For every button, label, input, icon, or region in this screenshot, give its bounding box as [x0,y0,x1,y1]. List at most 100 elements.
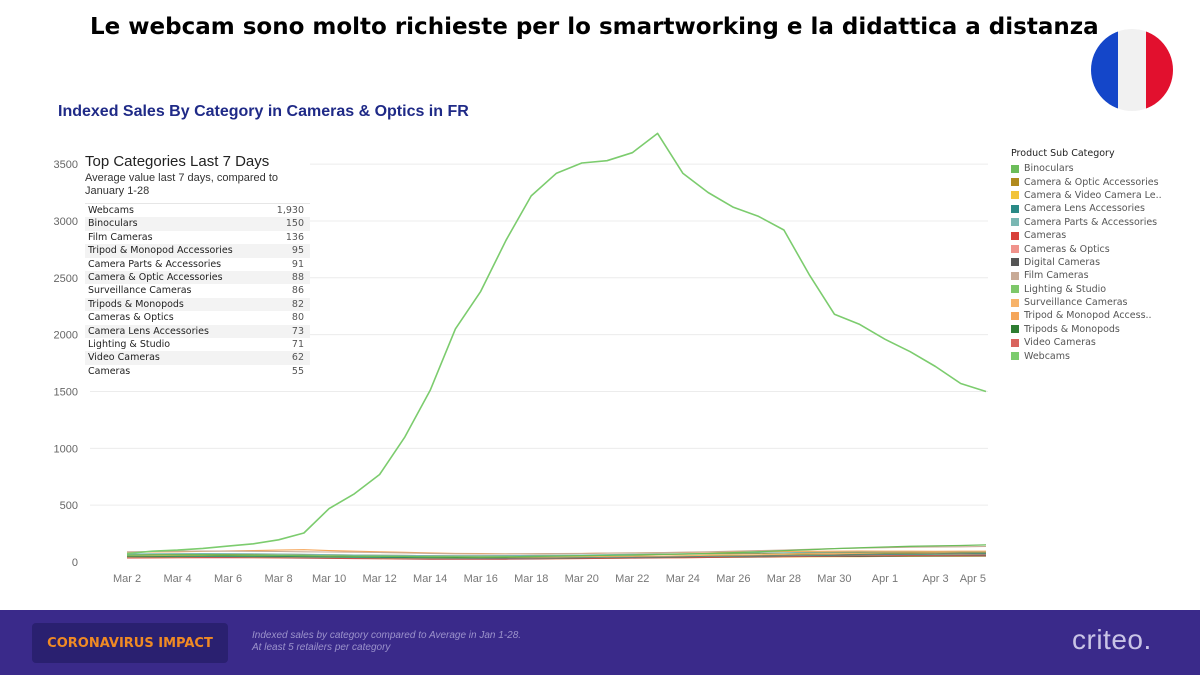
top-category-name: Camera Lens Accessories [88,325,209,337]
x-tick-label: Mar 6 [214,573,242,585]
legend-item[interactable]: Surveillance Cameras [1011,296,1162,309]
x-tick-label: Mar 22 [615,573,649,585]
top-category-value: 95 [291,245,304,257]
top-category-row: Webcams 1,930 [85,204,310,217]
top-category-row: Camera Parts & Accessories 91 [85,258,310,271]
legend-label: Camera & Optic Accessories [1024,176,1159,188]
top-category-value: 150 [285,218,304,230]
y-tick-label: 0 [72,557,78,569]
legend-item[interactable]: Camera & Video Camera Le.. [1011,189,1162,202]
legend-label: Digital Cameras [1024,256,1101,268]
series-line-webcams [126,132,987,555]
legend-swatch [1011,285,1019,294]
x-tick-label: Mar 2 [113,573,141,585]
legend-item[interactable]: Camera Lens Accessories [1011,202,1162,215]
x-tick-label: Mar 20 [565,573,599,585]
top-category-row: Tripods & Monopods 82 [85,297,310,312]
flag-stripe-blue [1091,29,1119,111]
y-tick-label: 2000 [54,330,78,342]
series-line-camera-lens-accessories [126,553,987,559]
top-categories-panel: Top Categories Last 7 Days Average value… [85,152,310,379]
legend-item[interactable]: Binoculars [1011,162,1162,175]
legend-swatch [1011,218,1019,227]
top-category-value: 62 [291,352,304,364]
top-category-row: Video Cameras 62 [85,351,310,365]
x-tick-label: Apr 3 [922,573,948,585]
top-category-name: Binoculars [88,218,138,230]
legend-items: Binoculars Camera & Optic Accessories Came… [1011,162,1162,363]
legend: Product Sub Category Binoculars Camera & … [1011,148,1162,363]
legend-item[interactable]: Video Cameras [1011,336,1162,349]
coronavirus-impact-badge: CORONAVIRUS IMPACT [32,623,228,663]
top-category-name: Surveillance Cameras [88,285,192,297]
x-tick-label: Mar 16 [464,573,498,585]
top-category-name: Camera & Optic Accessories [88,271,223,283]
x-tick-label: Mar 30 [817,573,851,585]
top-category-value: 136 [285,231,304,243]
y-tick-label: 3000 [54,216,78,228]
legend-item[interactable]: Camera & Optic Accessories [1011,175,1162,188]
top-category-name: Camera Parts & Accessories [88,258,222,270]
x-tick-label: Mar 8 [265,573,293,585]
legend-item[interactable]: Film Cameras [1011,269,1162,282]
criteo-logo: criteo. [1072,624,1152,655]
series-line-camera-parts-accessories [126,551,986,557]
x-tick-label: Mar 18 [514,573,548,585]
x-tick-label: Mar 4 [163,573,191,585]
legend-item[interactable]: Camera Parts & Accessories [1011,216,1162,229]
x-tick-label: Mar 10 [312,573,346,585]
legend-item[interactable]: Lighting & Studio [1011,283,1162,296]
top-category-value: 55 [291,365,304,377]
top-category-name: Film Cameras [88,231,153,243]
top-categories-table: Webcams 1,930 Binoculars 150 Film Cameras 136… [85,203,310,378]
top-category-row: Cameras 55 [85,365,310,378]
x-tick-label: Mar 14 [413,573,447,585]
legend-swatch [1011,231,1019,240]
footer-note-line-1: Indexed sales by category compared to Av… [252,630,522,641]
legend-label: Binoculars [1024,163,1074,175]
top-category-value: 91 [291,258,304,270]
top-category-name: Cameras & Optics [88,312,174,324]
footer-bar: CORONAVIRUS IMPACT Indexed sales by cate… [0,610,1200,675]
top-category-row: Cameras & Optics 80 [85,311,310,324]
legend-label: Tripod & Monopod Access.. [1024,310,1152,322]
top-category-row: Camera & Optic Accessories 88 [85,270,310,285]
legend-swatch [1011,298,1019,307]
x-tick-label: Apr 5 [960,573,986,585]
legend-label: Camera Parts & Accessories [1024,216,1158,228]
legend-item[interactable]: Tripods & Monopods [1011,323,1162,336]
legend-swatch [1011,245,1019,254]
legend-item[interactable]: Tripod & Monopod Access.. [1011,309,1162,322]
top-category-row: Surveillance Cameras 86 [85,284,310,297]
top-category-row: Binoculars 150 [85,217,310,231]
legend-item[interactable]: Cameras & Optics [1011,242,1162,255]
top-category-row: Camera Lens Accessories 73 [85,324,310,338]
legend-swatch [1011,204,1019,213]
legend-swatch [1011,311,1019,320]
legend-swatch [1011,178,1019,187]
legend-label: Tripods & Monopods [1024,323,1120,335]
legend-item[interactable]: Digital Cameras [1011,256,1162,269]
legend-label: Video Cameras [1024,337,1096,349]
headline: Le webcam sono molto richieste per lo sm… [90,14,1099,40]
legend-label: Cameras [1024,230,1067,242]
top-category-row: Tripod & Monopod Accessories 95 [85,244,310,258]
top-categories-subtitle: Average value last 7 days, compared to J… [85,172,279,197]
x-tick-label: Mar 12 [363,573,397,585]
footer-note-line-2: At least 5 retailers per category [252,642,391,653]
series-line-binoculars [126,544,987,558]
legend-item[interactable]: Cameras [1011,229,1162,242]
legend-label: Camera Lens Accessories [1024,203,1145,215]
legend-item[interactable]: Webcams [1011,349,1162,362]
y-tick-label: 1500 [54,386,78,398]
x-axis-ticks: Mar 2 Mar 4 Mar 6 Mar 8 Mar 10 Mar 12 Mar 14 Ma… [113,573,986,585]
y-tick-label: 500 [60,500,78,512]
x-tick-label: Mar 28 [767,573,801,585]
top-category-name: Video Cameras [88,352,160,364]
legend-swatch [1011,164,1019,173]
legend-label: Camera & Video Camera Le.. [1024,189,1162,201]
france-flag-icon [1091,29,1173,111]
footer-note: Indexed sales by category compared to Av… [252,630,521,654]
flag-stripe-white [1118,29,1146,111]
